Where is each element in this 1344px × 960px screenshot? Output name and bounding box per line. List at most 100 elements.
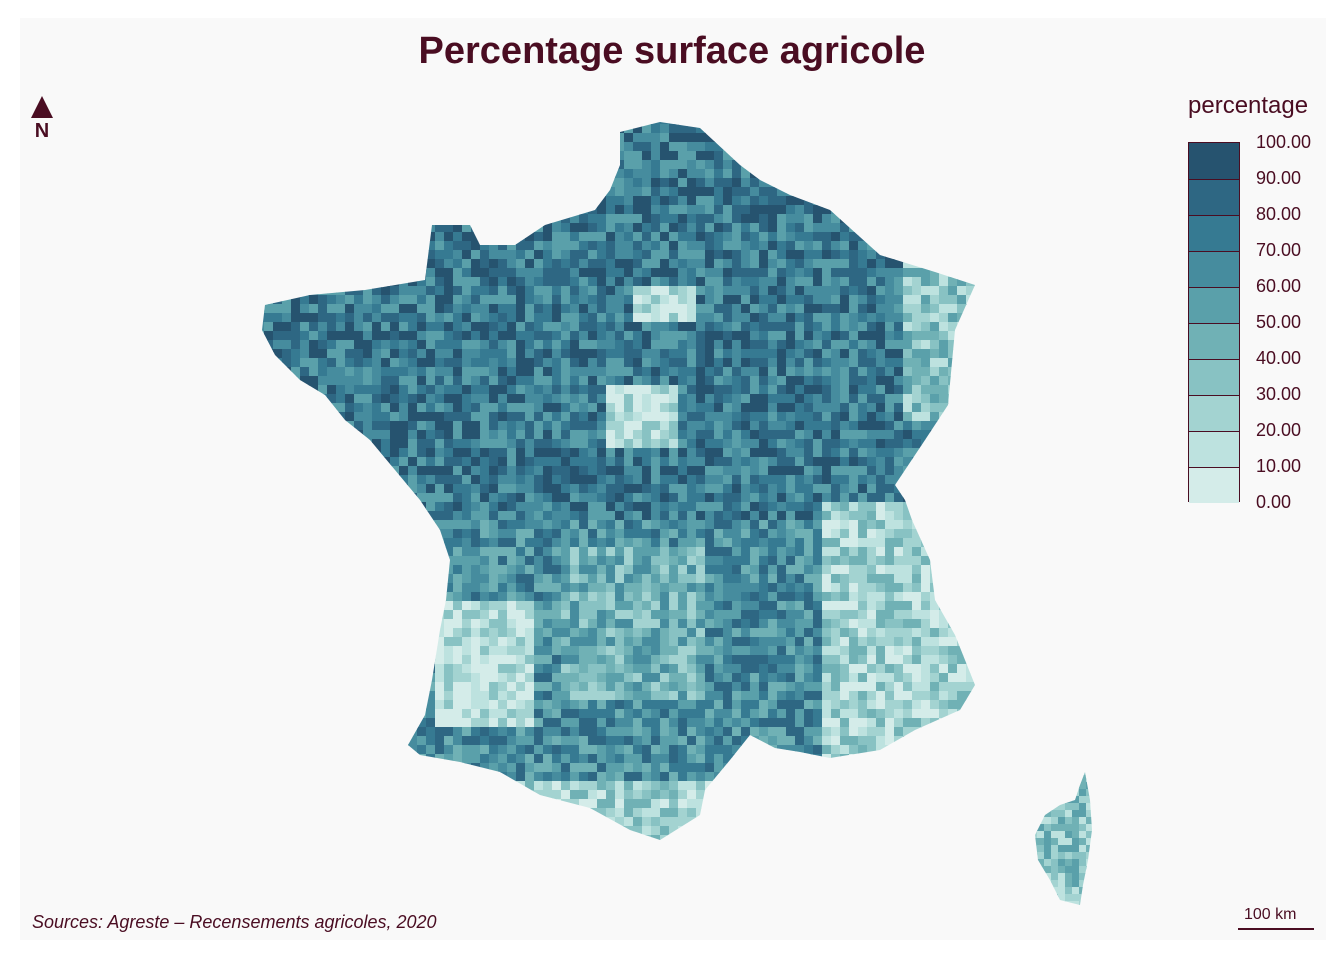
commune-cell	[453, 637, 463, 647]
commune-cell	[660, 232, 670, 242]
commune-cell	[444, 511, 454, 521]
commune-cell	[660, 403, 670, 413]
commune-cell	[318, 178, 328, 188]
commune-cell	[354, 556, 364, 566]
commune-cell	[831, 259, 841, 269]
commune-cell	[777, 124, 787, 134]
commune-cell	[840, 250, 850, 260]
commune-cell	[786, 421, 796, 431]
commune-cell	[651, 304, 661, 314]
commune-cell	[921, 412, 931, 422]
commune-cell	[300, 511, 310, 521]
commune-cell	[273, 610, 283, 620]
commune-cell	[678, 133, 688, 143]
commune-cell	[570, 286, 580, 296]
commune-cell	[354, 196, 364, 206]
commune-cell	[642, 511, 652, 521]
commune-cell	[327, 538, 337, 548]
commune-cell	[624, 547, 634, 557]
commune-cell	[921, 196, 931, 206]
commune-cell	[822, 286, 832, 296]
commune-cell	[471, 583, 481, 593]
commune-cell	[894, 322, 904, 332]
commune-cell	[885, 133, 895, 143]
commune-cell	[831, 322, 841, 332]
commune-cell	[714, 160, 724, 170]
commune-cell	[534, 646, 544, 656]
commune-cell	[471, 196, 481, 206]
commune-cell	[390, 232, 400, 242]
commune-cell	[480, 421, 490, 431]
commune-cell	[543, 511, 553, 521]
commune-cell	[642, 358, 652, 368]
commune-cell	[750, 466, 760, 476]
commune-cell	[732, 610, 742, 620]
commune-cell	[480, 493, 490, 503]
commune-cell	[984, 475, 994, 485]
commune-cell	[534, 457, 544, 467]
commune-cell	[714, 439, 724, 449]
commune-cell	[948, 637, 958, 647]
commune-cell	[579, 187, 589, 197]
commune-cell	[262, 511, 265, 521]
commune-cell	[732, 286, 742, 296]
commune-cell	[354, 493, 364, 503]
commune-cell	[408, 574, 418, 584]
commune-cell	[336, 619, 346, 629]
commune-cell	[507, 529, 517, 539]
commune-cell	[534, 637, 544, 647]
commune-cell	[930, 250, 940, 260]
commune-cell	[336, 358, 346, 368]
commune-cell	[300, 358, 310, 368]
commune-cell	[336, 511, 346, 521]
commune-cell	[624, 232, 634, 242]
commune-cell	[939, 412, 949, 422]
commune-cell	[750, 142, 760, 152]
commune-cell	[831, 466, 841, 476]
commune-cell	[975, 502, 985, 512]
commune-cell	[471, 295, 481, 305]
commune-cell	[975, 529, 985, 539]
commune-cell	[264, 628, 274, 638]
commune-cell	[804, 412, 814, 422]
commune-cell	[525, 502, 535, 512]
commune-cell	[516, 304, 526, 314]
commune-cell	[318, 529, 328, 539]
commune-cell	[678, 304, 688, 314]
commune-cell	[867, 349, 877, 359]
commune-cell	[399, 619, 409, 629]
commune-cell	[597, 439, 607, 449]
commune-cell	[642, 565, 652, 575]
commune-cell	[462, 277, 472, 287]
commune-cell	[984, 646, 994, 656]
commune-cell	[318, 151, 328, 161]
commune-cell	[606, 574, 616, 584]
commune-cell	[471, 565, 481, 575]
commune-cell	[552, 331, 562, 341]
commune-cell	[795, 259, 805, 269]
commune-cell	[921, 655, 931, 665]
commune-cell	[813, 277, 823, 287]
commune-cell	[804, 340, 814, 350]
commune-cell	[723, 331, 733, 341]
commune-cell	[804, 583, 814, 593]
commune-cell	[804, 430, 814, 440]
commune-cell	[921, 547, 931, 557]
commune-cell	[885, 529, 895, 539]
commune-cell	[606, 322, 616, 332]
commune-cell	[262, 493, 265, 503]
commune-cell	[876, 295, 886, 305]
commune-cell	[930, 412, 940, 422]
commune-cell	[705, 133, 715, 143]
commune-cell	[336, 268, 346, 278]
commune-cell	[309, 232, 319, 242]
commune-cell	[273, 484, 283, 494]
commune-cell	[750, 295, 760, 305]
commune-cell	[804, 574, 814, 584]
commune-cell	[399, 232, 409, 242]
commune-cell	[453, 385, 463, 395]
commune-cell	[516, 493, 526, 503]
commune-cell	[489, 268, 499, 278]
commune-cell	[597, 250, 607, 260]
commune-cell	[966, 367, 975, 377]
